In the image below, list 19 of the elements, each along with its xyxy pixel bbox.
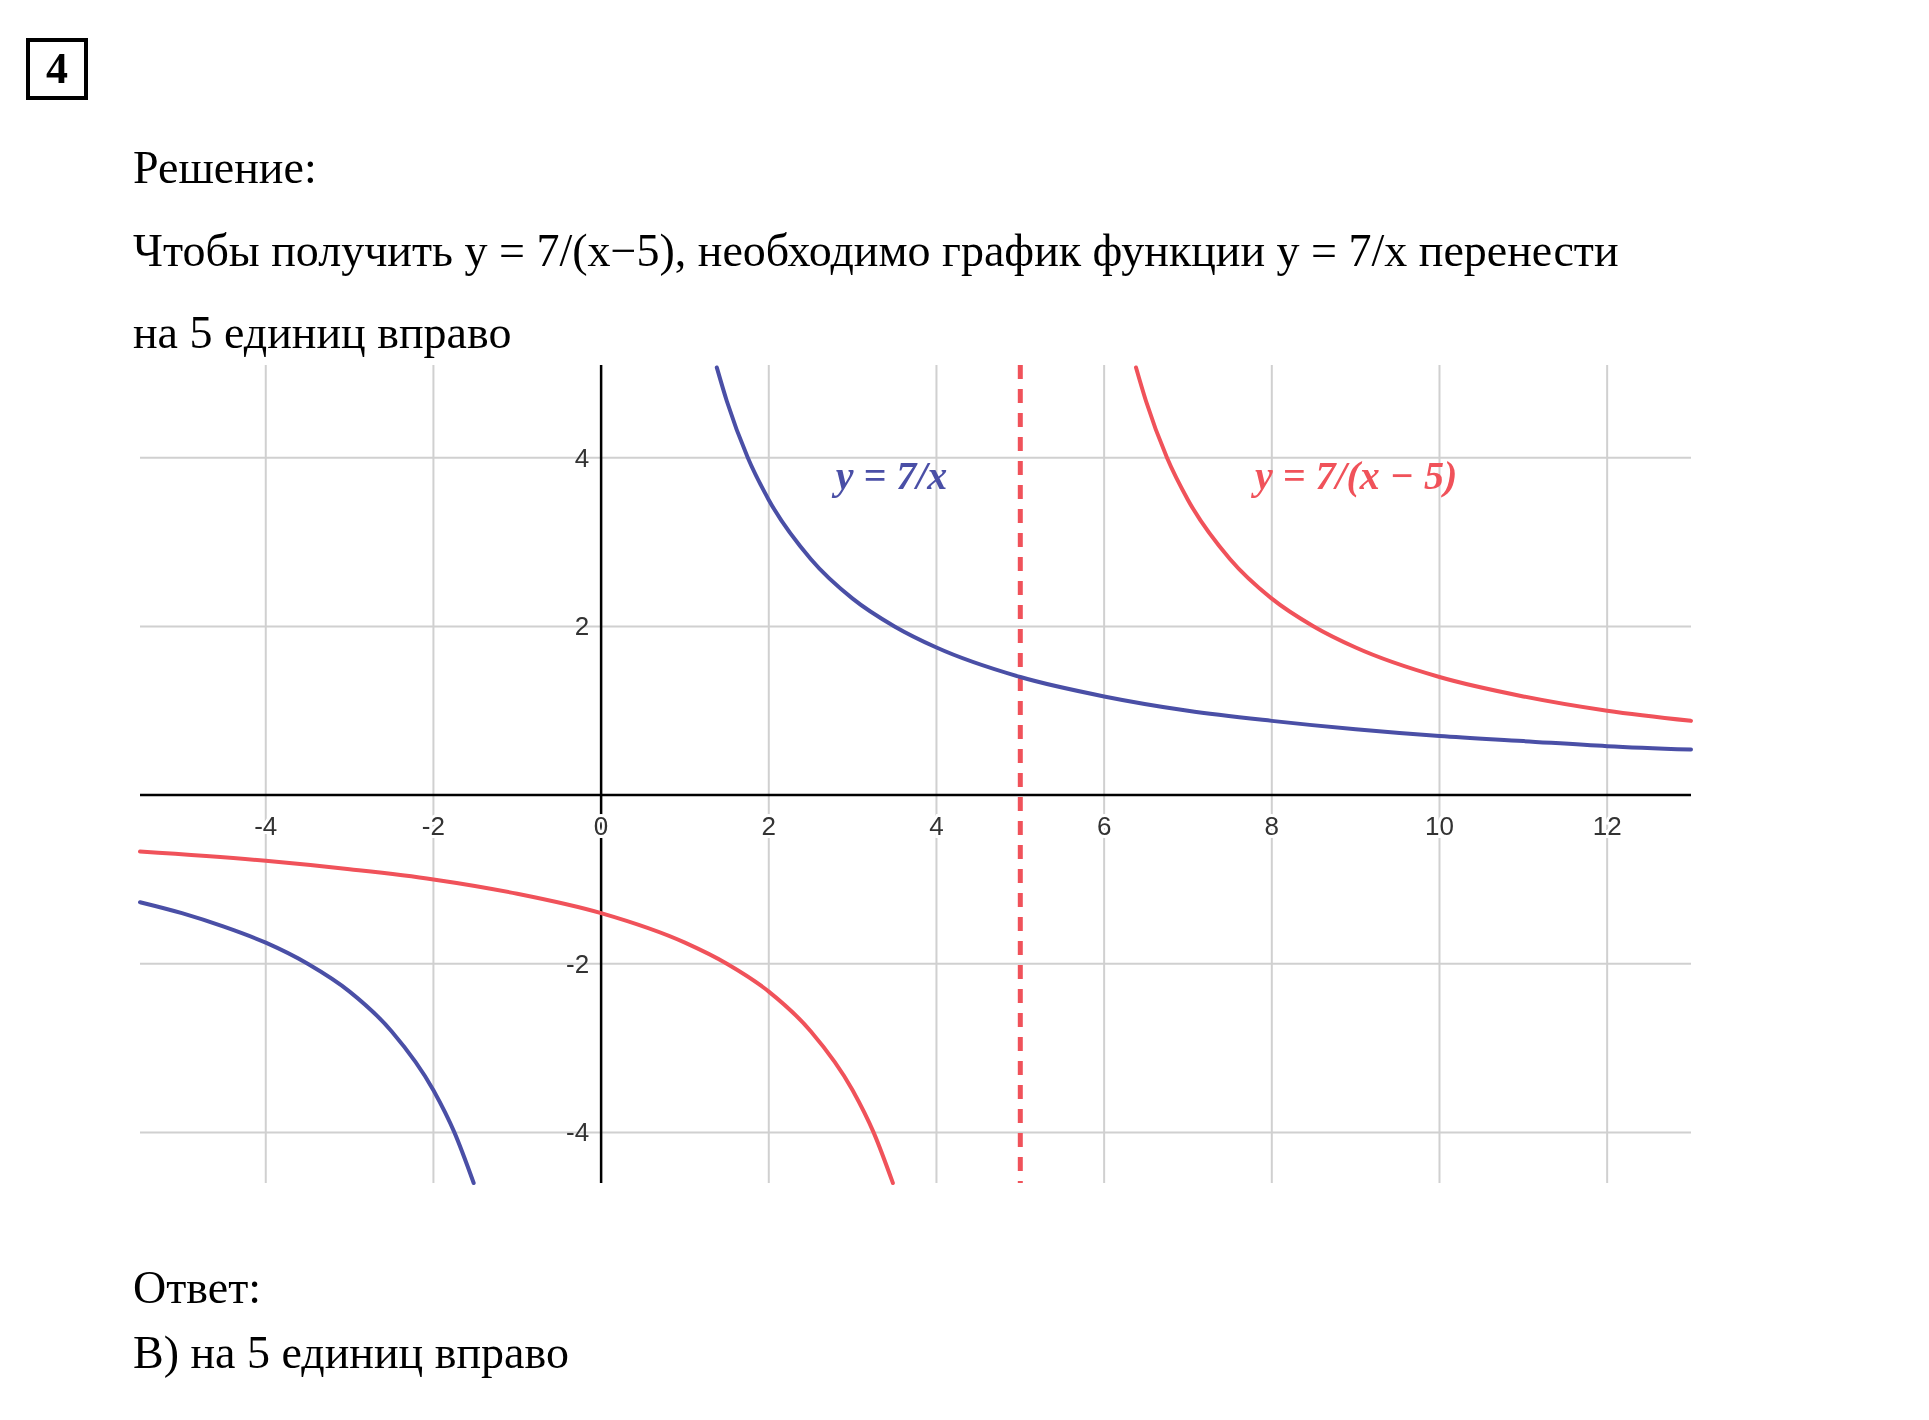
x-tick-label: -4 — [254, 811, 278, 842]
text: В) на 5 единиц вправо — [133, 1327, 569, 1378]
y-tick-label: 4 — [574, 442, 590, 473]
x-tick-label: 4 — [929, 811, 944, 842]
x-tick-label: 8 — [1264, 811, 1280, 842]
x-tick-label: -2 — [421, 811, 445, 842]
y-tick-label: -2 — [565, 948, 590, 979]
x-tick-label: 6 — [1096, 811, 1112, 842]
text: Ответ: — [133, 1262, 262, 1313]
x-tick-label: 10 — [1425, 811, 1454, 842]
series-label: y = 7/x — [831, 452, 948, 498]
y-tick-label: -4 — [565, 1117, 590, 1148]
series-label: y = 7/(x − 5) — [1250, 452, 1458, 498]
x-tick-label: 2 — [761, 811, 777, 842]
y-tick-label: 2 — [574, 611, 590, 642]
text: 4 — [46, 44, 68, 93]
x-tick-label: 12 — [1592, 811, 1622, 842]
chart-subtitle: Чтобы получить y = 7/(x−5), необходимо график функции y = 7/x перенести на 5 единиц вправо — [133, 225, 1619, 358]
chart-title: Решение: — [133, 142, 317, 193]
